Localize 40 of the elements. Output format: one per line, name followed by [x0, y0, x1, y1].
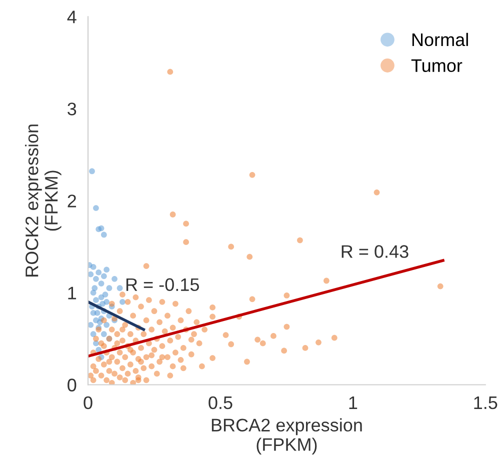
point: [100, 273, 107, 280]
y-axis-title: ROCK2 expression (FPKM): [25, 124, 62, 276]
annotation: R = 0.43: [342, 245, 408, 258]
point: [100, 331, 107, 338]
point: [90, 264, 96, 270]
x-tick-label: 0.5: [208, 396, 232, 410]
point: [93, 276, 99, 282]
y-tick-label: 4: [67, 10, 76, 24]
point: [120, 298, 126, 305]
point: [100, 300, 106, 307]
point: [89, 168, 95, 174]
annotation: R = -0.15: [126, 278, 199, 292]
point: [106, 285, 112, 292]
point: [94, 310, 100, 316]
point: [104, 266, 110, 273]
point: [90, 331, 96, 338]
point: [100, 232, 107, 238]
x-tick-label: 1.5: [474, 396, 498, 410]
y-tick-label: 0: [68, 378, 76, 392]
point: [93, 205, 99, 211]
point: [98, 294, 104, 300]
legend-label: Normal: [412, 32, 468, 46]
legend-label: Tumor: [411, 59, 462, 72]
point: [104, 322, 110, 328]
x-axis-title: BRCA2 expression (FPKM): [212, 418, 362, 455]
point: [93, 297, 99, 304]
point: [92, 285, 98, 292]
y-tick-label: 1: [68, 286, 76, 300]
point: [102, 292, 108, 298]
y-tick-label: 3: [68, 102, 76, 116]
point: [98, 280, 104, 286]
x-tick-label: 1: [349, 396, 358, 409]
point: [112, 276, 118, 282]
point: [88, 322, 94, 328]
point: [98, 225, 104, 232]
x-tick-label: 0: [84, 396, 92, 410]
y-tick-label: 2: [68, 194, 76, 208]
point: [96, 270, 102, 276]
point: [116, 285, 123, 292]
point: [88, 271, 94, 278]
